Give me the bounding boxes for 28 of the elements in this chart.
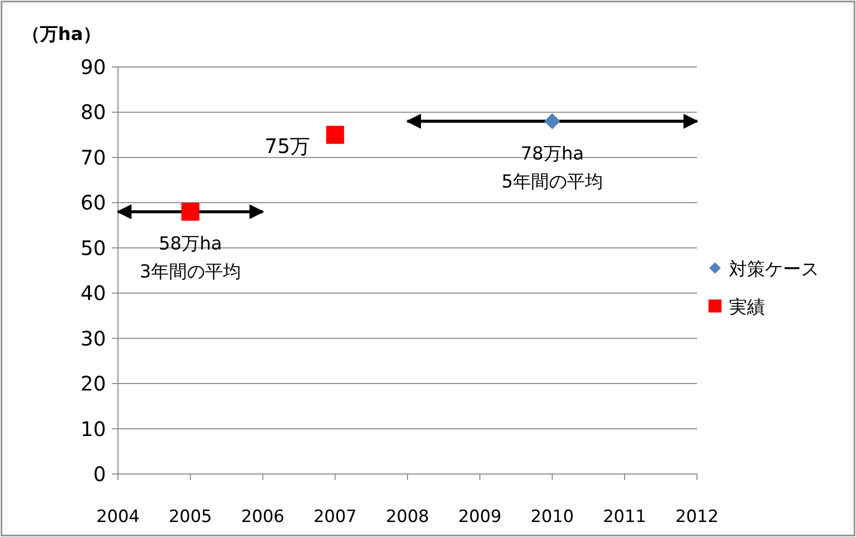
- x-tick-label: 2004: [96, 507, 140, 527]
- y-tick-label: 20: [80, 372, 106, 396]
- y-tick-label: 40: [80, 281, 106, 306]
- x-tick-label: 2005: [168, 507, 212, 527]
- annotation: 58万ha 3年間の平均: [140, 234, 242, 283]
- y-tick-label: 90: [80, 55, 106, 79]
- x-tick-label: 2012: [675, 507, 719, 527]
- legend-label: 対策ケース: [729, 259, 819, 280]
- x-tick-label: 2007: [313, 507, 357, 527]
- y-axis-title: （万ha）: [22, 24, 101, 45]
- y-tick-label: 50: [80, 236, 106, 260]
- point: [544, 113, 560, 130]
- y-tick-label: 0: [93, 462, 106, 486]
- point: [326, 126, 344, 144]
- y-tick-label: 60: [80, 190, 106, 215]
- legend-label: 実績: [729, 297, 765, 318]
- x-tick-label: 2011: [602, 507, 646, 527]
- annotation: 75万: [264, 134, 310, 158]
- y-tick-label: 10: [80, 416, 106, 441]
- y-tick-label: 70: [80, 145, 106, 170]
- x-tick-label: 2008: [386, 507, 430, 527]
- x-tick-label: 2010: [530, 507, 574, 527]
- annotation: 78万ha 5年間の平均: [502, 143, 603, 192]
- y-tick-label: 30: [80, 326, 106, 350]
- x-tick-label: 2009: [458, 507, 502, 527]
- x-tick-label: 2006: [241, 507, 284, 527]
- point: [181, 202, 200, 221]
- y-tick-label: 80: [80, 100, 106, 124]
